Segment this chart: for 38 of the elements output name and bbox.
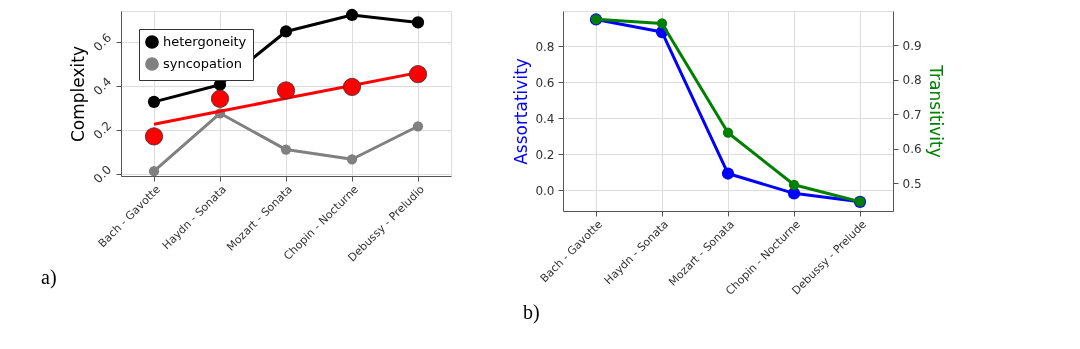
point bbox=[408, 65, 428, 84]
y2-tick-label: 0.5 bbox=[902, 176, 922, 191]
y2-tick-label: 0.9 bbox=[902, 38, 922, 53]
point bbox=[346, 154, 358, 165]
point bbox=[148, 166, 160, 177]
y-tick-label: 0.8 bbox=[535, 39, 555, 54]
point bbox=[656, 18, 668, 29]
point bbox=[276, 81, 296, 100]
legend-label: hetergoneity bbox=[163, 34, 247, 49]
y2-axis-title: Transitivity bbox=[925, 64, 946, 158]
y2-tick-label: 0.7 bbox=[902, 107, 922, 122]
y-tick-label: 0.4 bbox=[90, 74, 115, 98]
y-tick-label: 0.6 bbox=[535, 75, 555, 90]
point bbox=[412, 121, 424, 132]
point bbox=[144, 127, 164, 146]
point bbox=[280, 144, 292, 155]
y2-tick-label: 0.8 bbox=[902, 73, 922, 88]
y-axis-title: Complexity bbox=[67, 45, 88, 143]
point bbox=[721, 167, 735, 180]
legend-label: syncopation bbox=[163, 56, 242, 71]
y-tick-label: 0.0 bbox=[90, 162, 115, 186]
y-tick-label: 0.0 bbox=[535, 183, 555, 198]
point bbox=[788, 179, 800, 190]
point bbox=[279, 25, 293, 38]
y2-tick-label: 0.6 bbox=[902, 142, 922, 157]
y-axis-title: Assortativity bbox=[511, 58, 532, 165]
text: a) bbox=[41, 266, 57, 289]
point bbox=[722, 127, 734, 138]
text: b) bbox=[523, 301, 540, 324]
point bbox=[411, 16, 425, 29]
y-tick-label: 0.4 bbox=[535, 111, 555, 126]
point bbox=[345, 8, 359, 22]
y-tick-label: 0.2 bbox=[535, 147, 555, 162]
point bbox=[210, 89, 230, 108]
y-tick-label: 0.6 bbox=[90, 30, 115, 54]
point bbox=[147, 95, 161, 108]
point bbox=[342, 77, 362, 96]
y-tick-label: 0.2 bbox=[90, 118, 115, 142]
